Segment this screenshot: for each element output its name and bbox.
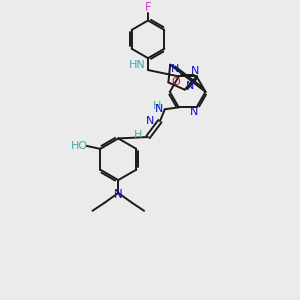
Text: HO: HO	[71, 141, 88, 151]
Text: H: H	[134, 130, 142, 140]
Text: N: N	[114, 188, 123, 201]
Text: HN: HN	[129, 60, 146, 70]
Text: O: O	[171, 77, 180, 87]
Text: N: N	[185, 81, 194, 91]
Text: N: N	[146, 116, 154, 126]
Text: N: N	[190, 66, 199, 76]
Text: N: N	[189, 107, 198, 117]
Text: F: F	[145, 1, 151, 14]
Text: N: N	[154, 104, 163, 114]
Text: N: N	[171, 64, 179, 74]
Text: H: H	[153, 101, 161, 111]
